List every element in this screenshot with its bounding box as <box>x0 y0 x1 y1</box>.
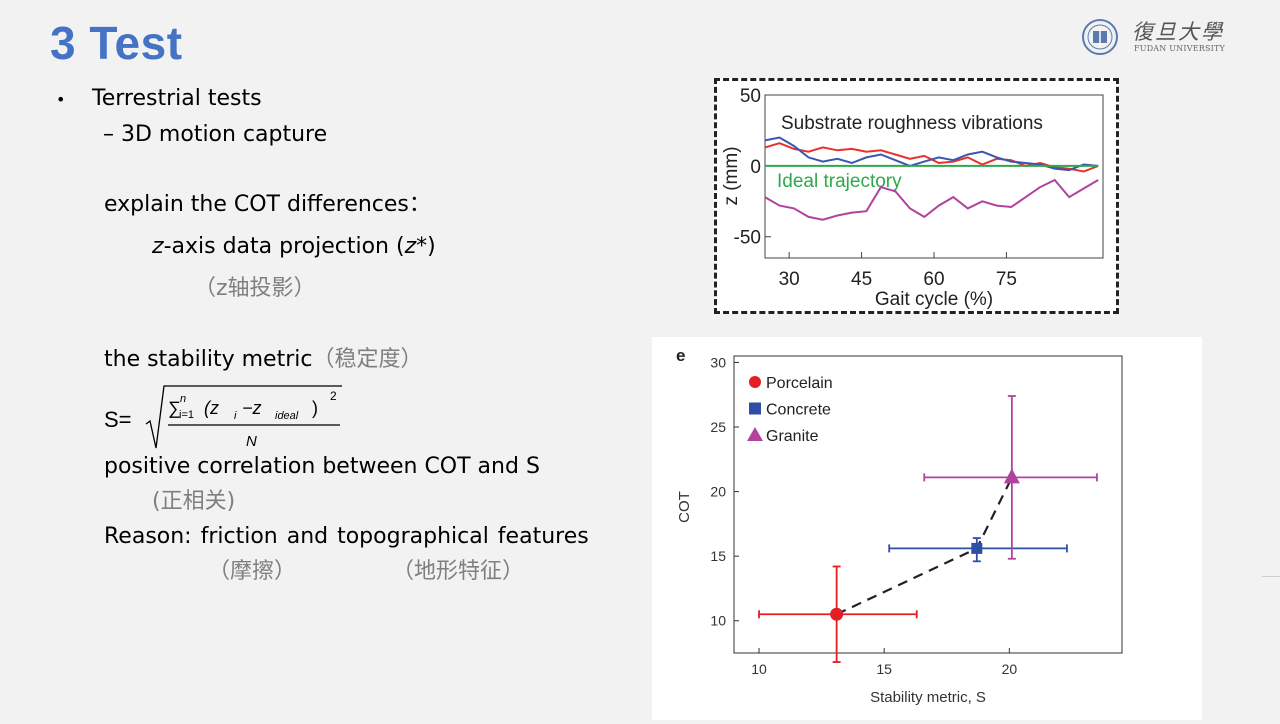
formula-power: 2 <box>330 389 337 403</box>
line-motion-capture: – 3D motion capture <box>103 122 328 147</box>
stability-text: the stability metric <box>104 347 313 372</box>
projection-end: *) <box>416 234 436 259</box>
legend-marker <box>749 402 761 415</box>
panel-label: e <box>676 346 685 365</box>
x-tick-label: 75 <box>996 269 1017 290</box>
formula-lhs: S= <box>104 407 132 432</box>
y-tick-label: 15 <box>710 548 726 564</box>
university-logo: 復旦大學 FUDAN UNIVERSITY <box>1076 18 1236 58</box>
formula-close: ) <box>312 398 318 418</box>
cot-figure: e Stability metric, S COT 10 15 20 10 15 20 25… <box>652 337 1202 720</box>
logo-en-text: FUDAN UNIVERSITY <box>1134 44 1226 53</box>
line-z-projection: z-axis data projection (z*) <box>152 234 436 260</box>
y-tick-label: 50 <box>740 86 761 107</box>
line-positive-correlation-cn: (正相关) <box>152 489 236 514</box>
bullet-icon: • <box>56 90 66 109</box>
x-tick-label: 10 <box>751 661 767 677</box>
y-tick-label: 30 <box>710 354 726 370</box>
formula-denominator: N <box>246 433 257 450</box>
line-stability-metric: the stability metric（稳定度） <box>104 347 422 373</box>
legend-label-porcelain: Porcelain <box>766 375 833 392</box>
legend-label-granite: Granite <box>766 428 819 445</box>
sqrt-sign <box>145 385 342 449</box>
plot-frame <box>764 94 1104 259</box>
ideal-trajectory-label: Ideal trajectory <box>777 171 902 192</box>
x-tick-label: 30 <box>779 269 800 290</box>
line-topography-cn: （地形特征） <box>392 559 525 584</box>
y-tick-label: 10 <box>710 613 726 629</box>
legend-label-concrete: Concrete <box>766 402 831 419</box>
line-friction-cn: （摩擦） <box>208 559 297 584</box>
x-tick-label: 60 <box>923 269 944 290</box>
y-tick-label: -50 <box>734 228 761 249</box>
line-z-projection-cn: （z轴投影） <box>194 276 316 301</box>
slide-title: 3 Test <box>50 17 183 69</box>
formula-sub-ideal: ideal <box>275 410 299 422</box>
y-axis-label: z (mm) <box>721 146 742 205</box>
stability-cn: （稳定度） <box>312 347 423 372</box>
formula-open: (z <box>204 398 219 418</box>
point-concrete <box>971 542 983 554</box>
point-porcelain <box>830 607 844 621</box>
x-tick-label: 20 <box>1002 661 1018 677</box>
x-tick-label: 45 <box>851 269 872 290</box>
formula-minus: −z <box>242 398 262 418</box>
y-tick-label: 20 <box>710 484 726 500</box>
series-line-magenta <box>764 178 1099 221</box>
formula-sub-i: i <box>234 410 237 422</box>
italic-z2: z <box>404 234 417 259</box>
legend-marker <box>749 376 761 388</box>
trajectory-chart: Substrate roughness vibrations Ideal tra… <box>721 86 1104 310</box>
logo-cn-text: 復旦大學 <box>1132 20 1224 44</box>
stability-formula: S= ∑ n i=1 (z i −z ideal ) 2 N <box>104 385 342 450</box>
line-reason: Reason: friction and topographical featu… <box>104 524 589 549</box>
cot-chart: e Stability metric, S COT 10 15 20 10 15 20 25… <box>676 346 1123 706</box>
legend-marker <box>747 427 763 441</box>
x-axis-label-2: Stability metric, S <box>870 689 986 706</box>
formula-sum: ∑ <box>168 398 181 418</box>
edge-line <box>1262 576 1280 577</box>
formula-lower: i=1 <box>179 409 194 421</box>
chart-title: Substrate roughness vibrations <box>781 113 1043 134</box>
plot-frame-2 <box>733 355 1123 654</box>
italic-z: z <box>152 234 164 259</box>
projection-text: -axis data projection ( <box>163 234 405 259</box>
fudan-seal-icon <box>1082 19 1118 55</box>
y-tick-label: 0 <box>750 157 761 178</box>
x-axis-label: Gait cycle (%) <box>875 289 993 310</box>
line-cot-differences: explain the COT differences： <box>104 192 431 217</box>
y-axis-label-2: COT <box>676 491 693 523</box>
point-granite <box>1003 468 1020 484</box>
trajectory-figure: Substrate roughness vibrations Ideal tra… <box>714 78 1119 314</box>
x-tick-label: 15 <box>876 661 892 677</box>
line-positive-correlation: positive correlation between COT and S <box>104 454 540 479</box>
formula-upper: n <box>180 393 186 405</box>
y-tick-label: 25 <box>710 419 726 435</box>
line-terrestrial: Terrestrial tests <box>92 86 262 111</box>
